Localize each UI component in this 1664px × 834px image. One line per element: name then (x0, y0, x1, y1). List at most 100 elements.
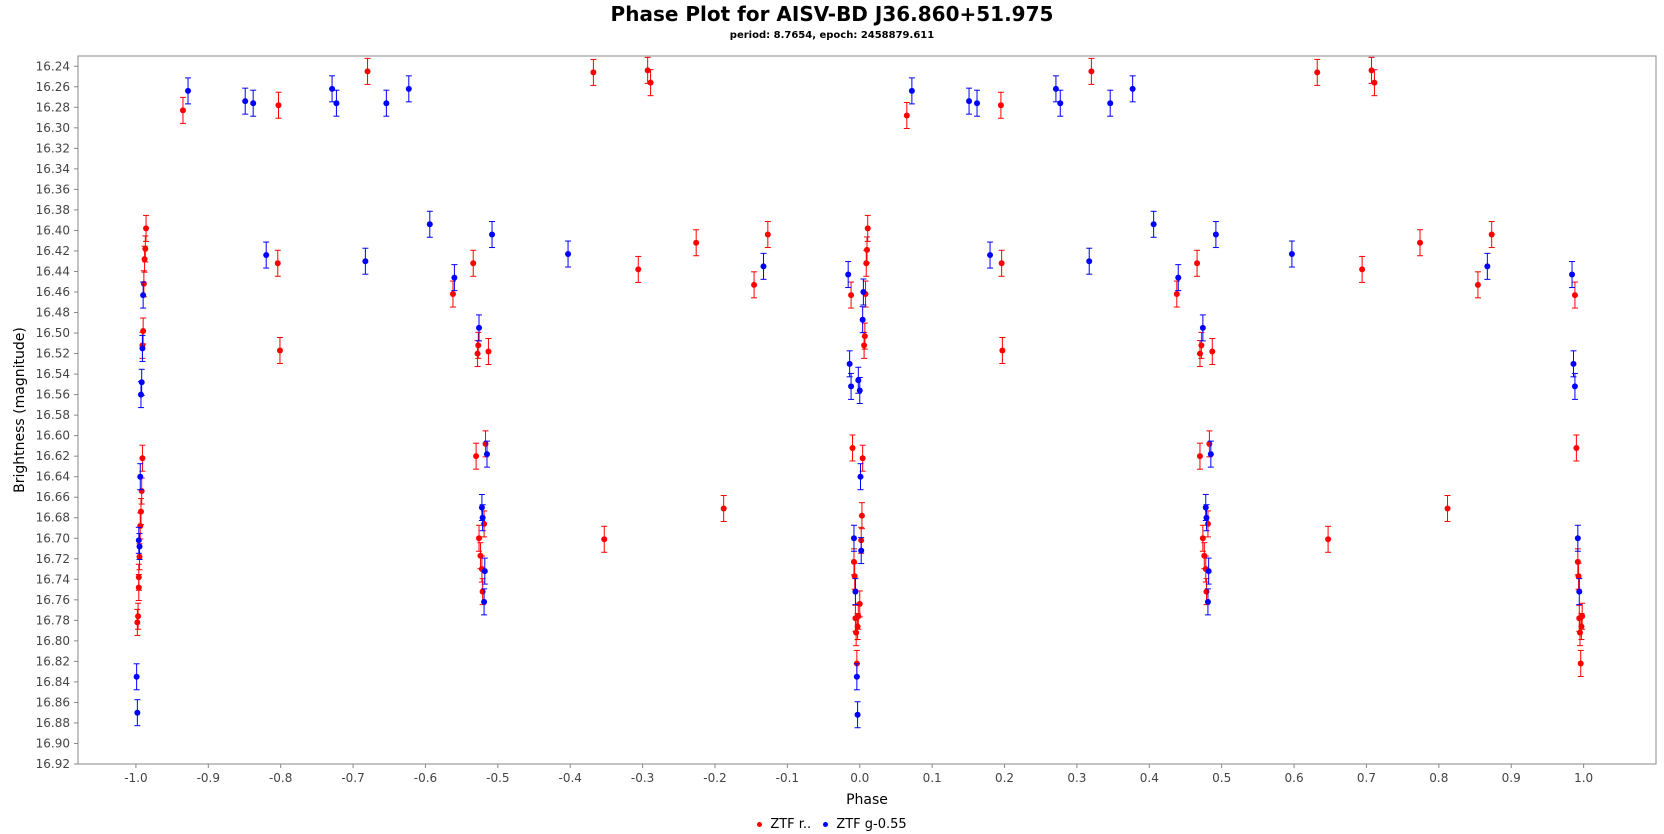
x-tick-label: 0.6 (1285, 771, 1304, 785)
data-point (1107, 100, 1114, 107)
data-point (473, 453, 480, 460)
data-point (481, 520, 488, 527)
data-point (864, 246, 870, 253)
y-tick-label: 16.36 (36, 182, 70, 196)
data-point (362, 258, 369, 265)
data-point (1368, 67, 1375, 74)
data-point (1371, 79, 1378, 86)
x-tick-label: 0.9 (1502, 771, 1521, 785)
y-tick-label: 16.74 (36, 572, 70, 586)
data-point (590, 69, 597, 76)
legend-item-r: ZTF r.. (757, 817, 811, 832)
data-point (1575, 573, 1582, 580)
x-tick-label: 0.7 (1357, 771, 1376, 785)
data-point (1314, 69, 1321, 76)
legend-marker-g (823, 822, 829, 827)
x-tick-label: 0.2 (995, 771, 1014, 785)
legend-item-g: ZTF g-0.55 (823, 817, 907, 832)
data-point (1571, 292, 1578, 299)
x-tick-label: 0.3 (1067, 771, 1086, 785)
x-tick-label: 0.0 (850, 771, 869, 785)
x-tick-label: 0.1 (923, 771, 942, 785)
data-point (134, 619, 141, 626)
data-point (1203, 588, 1210, 595)
data-point (849, 444, 856, 451)
data-point (858, 547, 865, 554)
data-point (1484, 263, 1491, 270)
y-tick-label: 16.68 (36, 511, 70, 525)
data-point (853, 629, 860, 636)
data-point (859, 316, 866, 323)
legend-label-r: ZTF r.. (770, 817, 812, 832)
data-point (1578, 623, 1585, 630)
data-point (405, 85, 412, 92)
data-point (476, 535, 483, 542)
data-point (140, 327, 147, 334)
data-point (1474, 281, 1481, 288)
data-point (476, 324, 483, 331)
y-tick-label: 16.30 (36, 121, 70, 135)
data-point (135, 574, 142, 581)
data-point (479, 514, 486, 521)
plot-area (77, 55, 1657, 765)
data-point (489, 231, 496, 238)
data-point (1574, 535, 1581, 542)
data-point (139, 345, 146, 352)
x-axis-label: Phase (846, 792, 888, 808)
data-point (1199, 324, 1206, 331)
data-point (1325, 536, 1332, 543)
data-point (481, 568, 488, 575)
data-point (1577, 660, 1584, 667)
y-tick-label: 16.52 (36, 347, 70, 361)
data-point (864, 225, 871, 232)
data-point (850, 535, 857, 542)
x-tick-label: -0.9 (197, 771, 220, 785)
legend: ZTF r.. ZTF g-0.55 (0, 817, 1664, 832)
data-point (1088, 68, 1095, 75)
x-tick-label: -0.2 (703, 771, 726, 785)
data-point (1359, 266, 1366, 273)
data-point (854, 711, 861, 718)
y-tick-label: 16.86 (36, 695, 70, 709)
chart-title: Phase Plot for AISV-BD J36.860+51.975 (610, 2, 1054, 26)
data-point (601, 536, 608, 543)
data-points (133, 56, 1586, 729)
data-point (139, 455, 146, 462)
data-point (142, 245, 149, 252)
data-point (854, 623, 861, 630)
data-point (1570, 360, 1577, 367)
data-point (644, 67, 651, 74)
x-tick-label: 0.8 (1429, 771, 1448, 785)
data-point (845, 271, 852, 278)
data-point (1488, 231, 1495, 238)
data-point (1175, 274, 1182, 281)
y-tick-label: 16.56 (36, 388, 70, 402)
x-tick-label: -0.7 (341, 771, 364, 785)
data-point (179, 107, 186, 114)
data-point (997, 102, 1004, 109)
data-point (998, 260, 1005, 267)
data-point (1209, 348, 1216, 355)
x-axis: -1.0 -0.9 -0.8 -0.7 -0.6 -0.5 -0.4 -0.3 -0.2 -0.1… (124, 764, 1593, 785)
data-point (451, 274, 458, 281)
data-point (856, 387, 863, 394)
data-point (481, 598, 488, 605)
data-point (483, 451, 490, 458)
data-point (242, 98, 249, 105)
data-point (751, 281, 758, 288)
data-point (1288, 251, 1295, 258)
x-tick-label: -1.0 (124, 771, 147, 785)
data-point (137, 522, 144, 529)
data-point (1576, 629, 1583, 636)
data-point (1129, 85, 1136, 92)
x-tick-label: -0.1 (776, 771, 799, 785)
series-1 (133, 75, 1583, 729)
y-tick-label: 16.84 (36, 675, 70, 689)
data-point (764, 231, 771, 238)
data-point (1579, 613, 1586, 620)
data-point (1574, 558, 1581, 565)
data-point (482, 440, 489, 447)
data-point (860, 289, 867, 295)
data-point (1196, 350, 1203, 357)
data-point (852, 588, 859, 595)
